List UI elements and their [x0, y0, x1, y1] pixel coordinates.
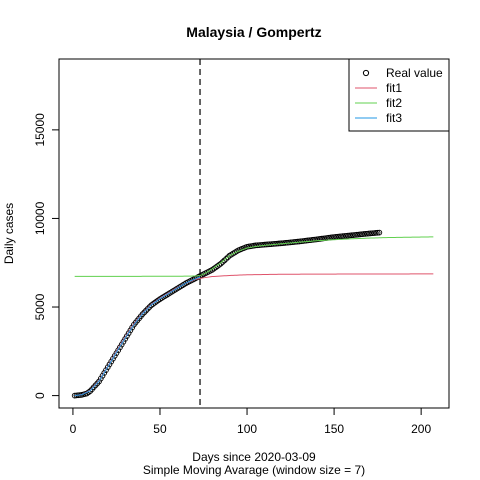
y-axis: 0 5000 10000 15000: [33, 113, 60, 399]
legend-label: fit1: [386, 81, 402, 95]
data-point: [218, 260, 224, 267]
data-point: [146, 304, 153, 310]
y-axis-label: Daily cases: [2, 203, 16, 264]
data-point: [252, 242, 259, 249]
data-point: [106, 361, 113, 368]
series-layer: [71, 229, 434, 399]
data-point: [376, 229, 383, 236]
data-point: [225, 254, 231, 261]
y-tick-label: 10000: [33, 201, 47, 235]
x-axis-sublabel: Simple Moving Avarage (window size = 7): [143, 463, 365, 477]
data-point: [101, 370, 108, 376]
legend-label: fit3: [386, 111, 402, 125]
data-point: [127, 327, 134, 334]
data-point: [254, 242, 261, 249]
y-tick-label: 0: [33, 392, 47, 399]
y-tick-label: 5000: [33, 293, 47, 320]
x-axis-label: Days since 2020-03-09: [192, 450, 316, 464]
y-tick-label: 15000: [33, 113, 47, 147]
data-point: [141, 309, 148, 316]
series-line-fit2: [74, 236, 434, 277]
data-point: [371, 230, 377, 236]
data-point: [129, 324, 135, 331]
x-axis: 0 50 100 150 200: [70, 407, 431, 436]
data-point: [143, 307, 149, 314]
x-tick-label: 0: [70, 422, 77, 436]
data-point: [97, 375, 104, 382]
data-point: [369, 230, 376, 237]
data-point: [139, 311, 146, 317]
legend-label: Real value: [386, 66, 443, 80]
data-point: [258, 242, 264, 248]
data-point: [125, 330, 132, 337]
data-point: [144, 305, 151, 312]
series-line-fit3: [74, 276, 201, 397]
chart-title: Malaysia / Gompertz: [186, 24, 321, 40]
data-point: [103, 367, 109, 373]
x-tick-label: 100: [237, 422, 257, 436]
data-point: [221, 257, 228, 264]
data-point: [104, 364, 111, 371]
data-point: [223, 255, 229, 262]
data-point: [219, 259, 226, 265]
legend-box: [348, 58, 450, 132]
x-tick-label: 150: [324, 422, 344, 436]
legend-symbol: [362, 69, 370, 77]
legend-label: fit2: [386, 96, 402, 110]
data-point: [96, 378, 102, 385]
x-tick-label: 200: [411, 422, 431, 436]
series-line-fit1: [74, 273, 434, 397]
data-point: [259, 241, 266, 248]
data-point: [108, 358, 115, 365]
data-point: [99, 372, 106, 379]
x-tick-label: 50: [153, 422, 167, 436]
